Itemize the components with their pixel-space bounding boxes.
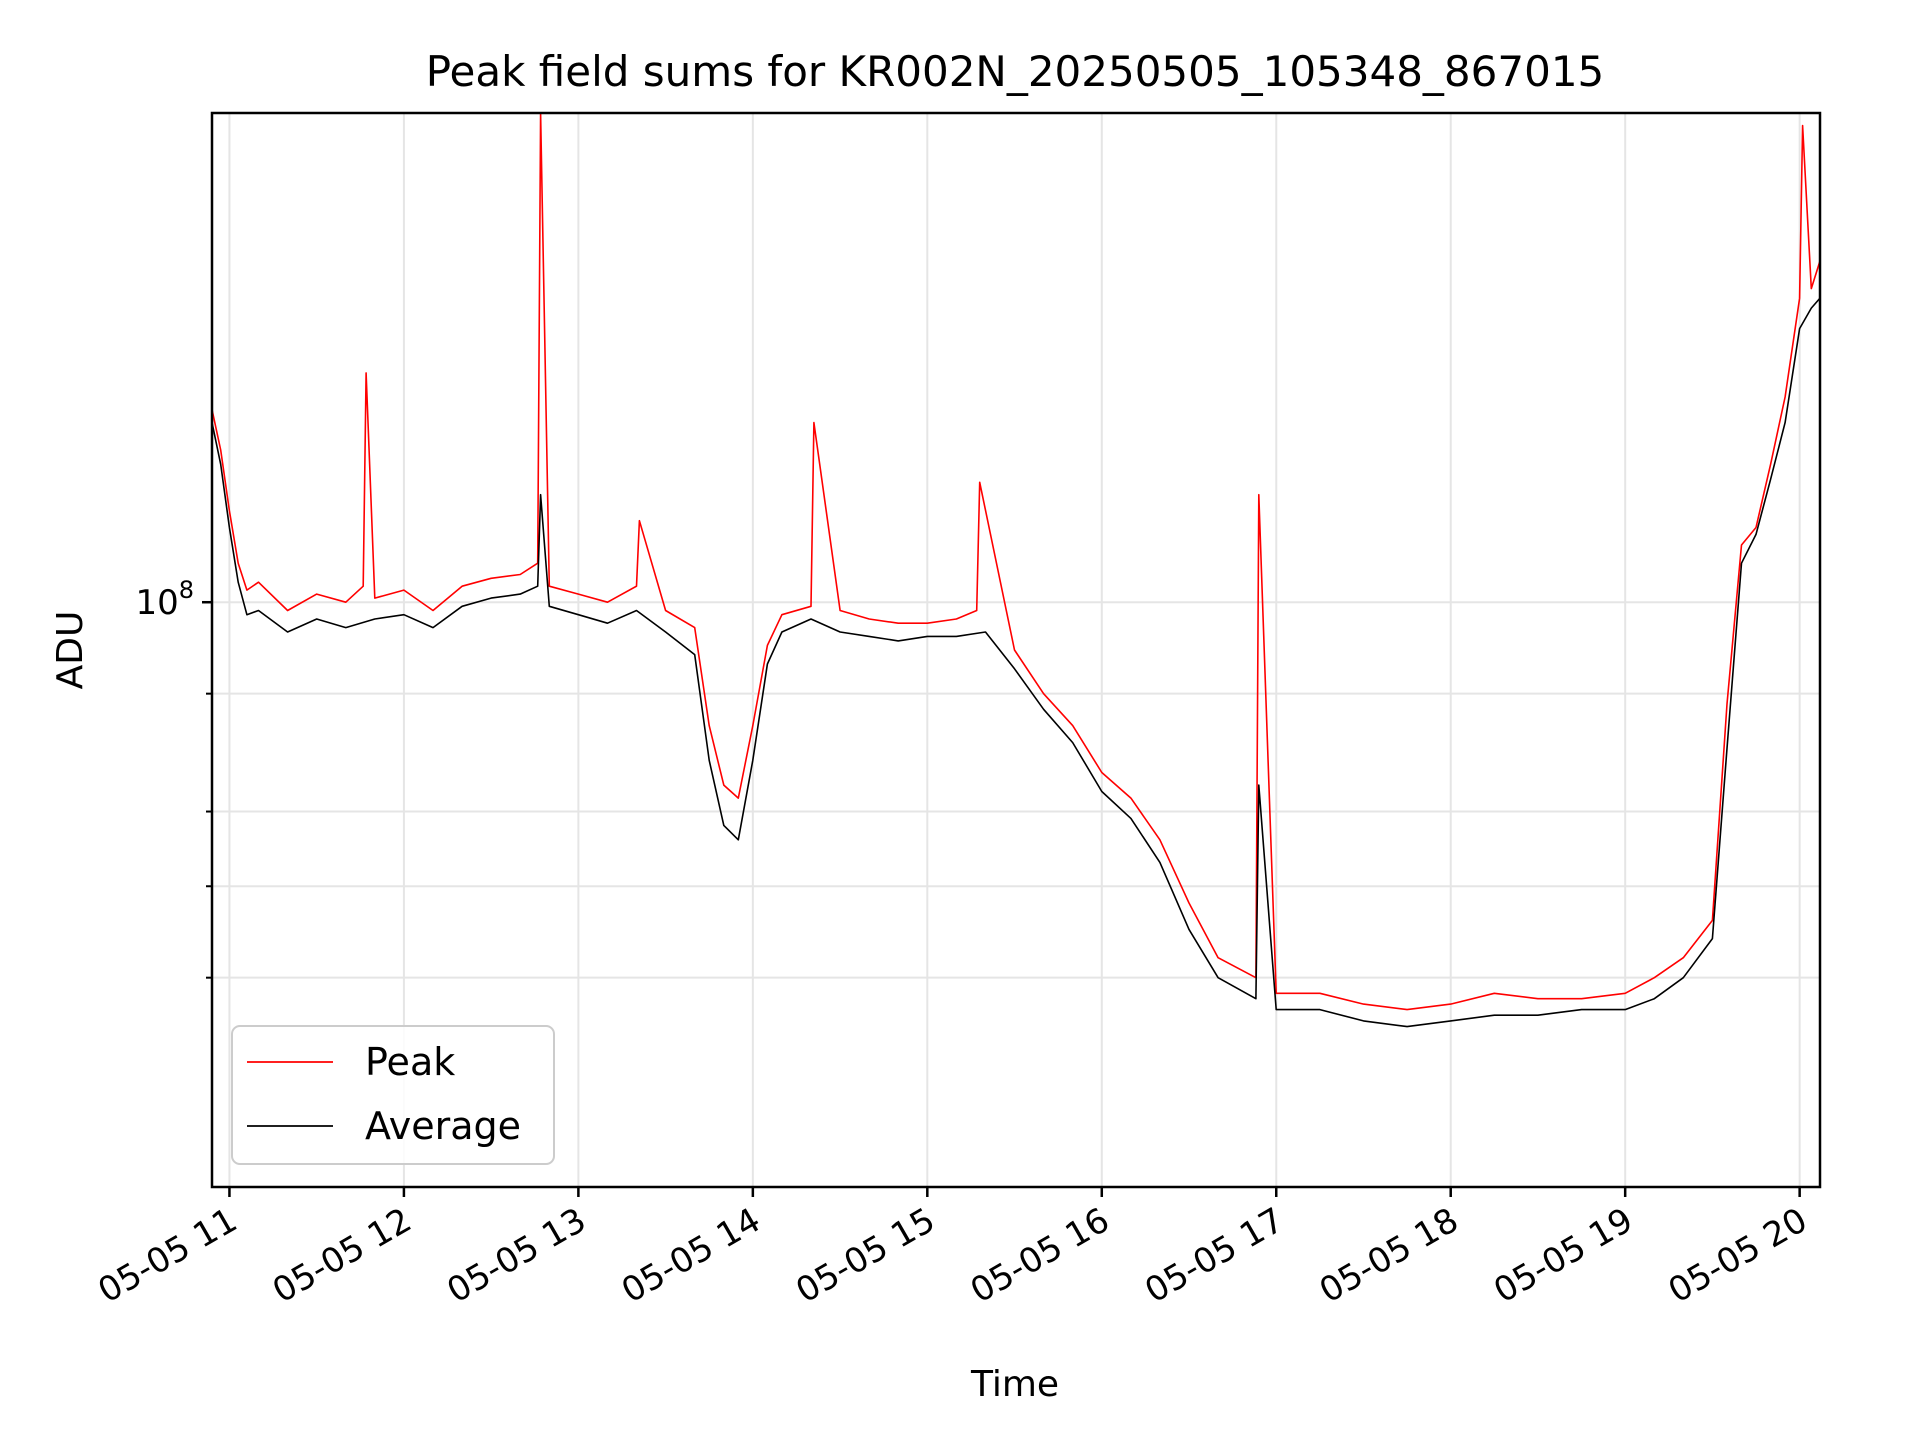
legend: Peak Average [231,1025,555,1165]
series-line-average [212,297,1820,1028]
y-axis-label: ADU [50,611,91,690]
series-line-peak [212,113,1820,1011]
y-axis: 108 [135,576,212,979]
series-layer [212,113,1820,1028]
grid [212,113,1820,1187]
legend-label-average: Average [365,1104,521,1148]
plot-frame [210,111,1822,1189]
legend-label-peak: Peak [365,1040,455,1084]
y-tick-label-0: 108 [135,576,194,623]
chart-title: Peak field sums for KR002N_20250505_1053… [426,47,1605,96]
legend-box [231,1025,555,1165]
x-axis-label: Time [970,1364,1059,1405]
